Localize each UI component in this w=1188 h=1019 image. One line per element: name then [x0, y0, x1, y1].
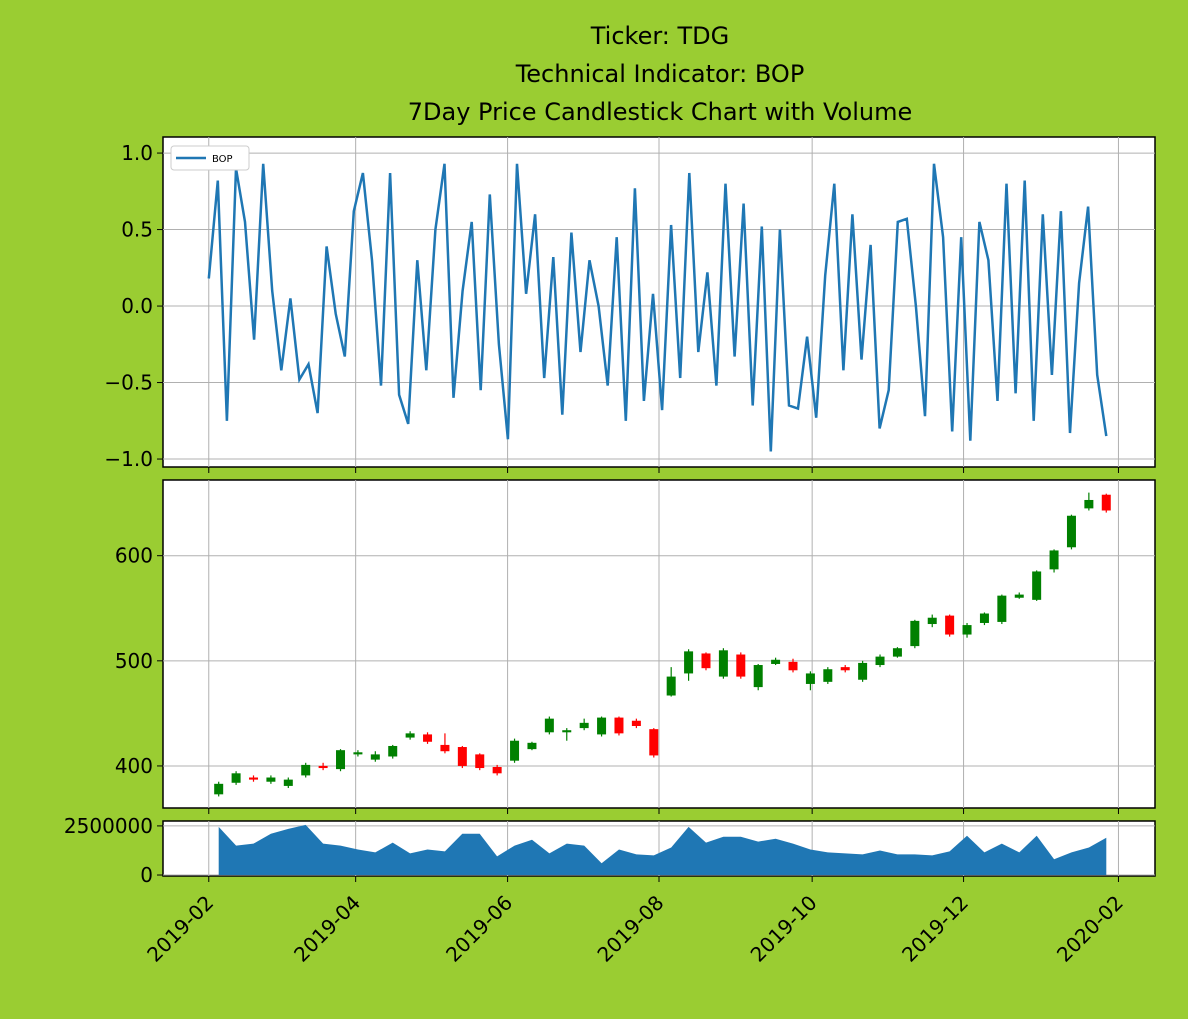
title-line: Technical Indicator: BOP: [515, 60, 805, 88]
candle-body: [1032, 571, 1042, 600]
y-tick-label: 600: [115, 544, 153, 568]
candle-body: [597, 717, 607, 735]
candle-body: [318, 765, 328, 769]
candle-body: [457, 747, 467, 766]
x-tick-label: 2019-12: [897, 891, 973, 967]
candle-body: [1014, 594, 1024, 598]
y-tick-label: −0.5: [104, 371, 153, 395]
candle-body: [1066, 515, 1076, 548]
candle-body: [649, 729, 659, 756]
y-tick-label: 500: [115, 649, 153, 673]
candle-body: [771, 659, 781, 664]
y-tick-label: 0.0: [121, 294, 153, 318]
legend-box: [170, 145, 250, 171]
y-tick-label: 0: [140, 863, 153, 887]
y-tick-label: 2500000: [64, 814, 153, 838]
candle-body: [370, 754, 380, 760]
bop-line: [207, 163, 1108, 452]
candle-body: [962, 625, 972, 635]
candle-body: [423, 734, 433, 742]
x-tick-label: 2019-08: [592, 891, 668, 967]
candle-body: [353, 752, 363, 755]
candle-body: [927, 617, 937, 625]
candle-body: [788, 661, 798, 671]
candle-body: [875, 656, 885, 666]
candle-body: [1084, 499, 1094, 509]
x-tick-label: 2019-02: [142, 891, 218, 967]
y-tick-label: −1.0: [104, 447, 153, 471]
candle-body: [283, 779, 293, 786]
candle-body: [248, 777, 258, 780]
candle-body: [475, 754, 485, 769]
x-tick-label: 2020-02: [1052, 891, 1128, 967]
candle-body: [301, 764, 311, 776]
x-tick-label: 2019-10: [746, 891, 822, 967]
candle-body: [805, 673, 815, 684]
candle-body: [405, 733, 415, 738]
candle-body: [840, 667, 850, 671]
title-line: Ticker: TDG: [590, 22, 730, 50]
y-tick-label: 1.0: [121, 141, 153, 165]
candle-body: [336, 750, 346, 770]
volume-area: [218, 824, 1107, 876]
candle-body: [1101, 494, 1111, 511]
candle-body: [214, 783, 224, 795]
candle-body: [945, 615, 955, 635]
candle-body: [684, 651, 694, 674]
candle-body: [892, 648, 902, 657]
candle-body: [440, 744, 450, 752]
candle-body: [823, 669, 833, 682]
x-tick-label: 2019-04: [289, 891, 365, 967]
candle-body: [527, 742, 537, 750]
candle-body: [562, 730, 572, 733]
candle-body: [910, 620, 920, 647]
candle-body: [979, 613, 989, 623]
y-tick-label: 400: [115, 754, 153, 778]
candle-body: [544, 718, 554, 733]
y-tick-label: 0.5: [121, 218, 153, 242]
candle-body: [614, 717, 624, 734]
candle-body: [753, 665, 763, 688]
candle-body: [701, 653, 711, 669]
candle-body: [579, 722, 589, 729]
candle-body: [666, 676, 676, 696]
candle-body: [858, 662, 868, 680]
title-line: 7Day Price Candlestick Chart with Volume: [408, 98, 913, 126]
candle-body: [266, 777, 276, 782]
x-tick-label: 2019-06: [441, 891, 517, 967]
candle-body: [997, 595, 1007, 622]
candle-body: [231, 773, 241, 783]
candle-body: [736, 654, 746, 677]
legend-label: BOP: [212, 154, 233, 165]
candle-body: [718, 650, 728, 677]
candle-body: [1049, 550, 1059, 570]
candle-body: [388, 745, 398, 757]
candle-body: [631, 720, 641, 726]
candle-body: [510, 740, 520, 761]
candle-body: [492, 767, 502, 774]
